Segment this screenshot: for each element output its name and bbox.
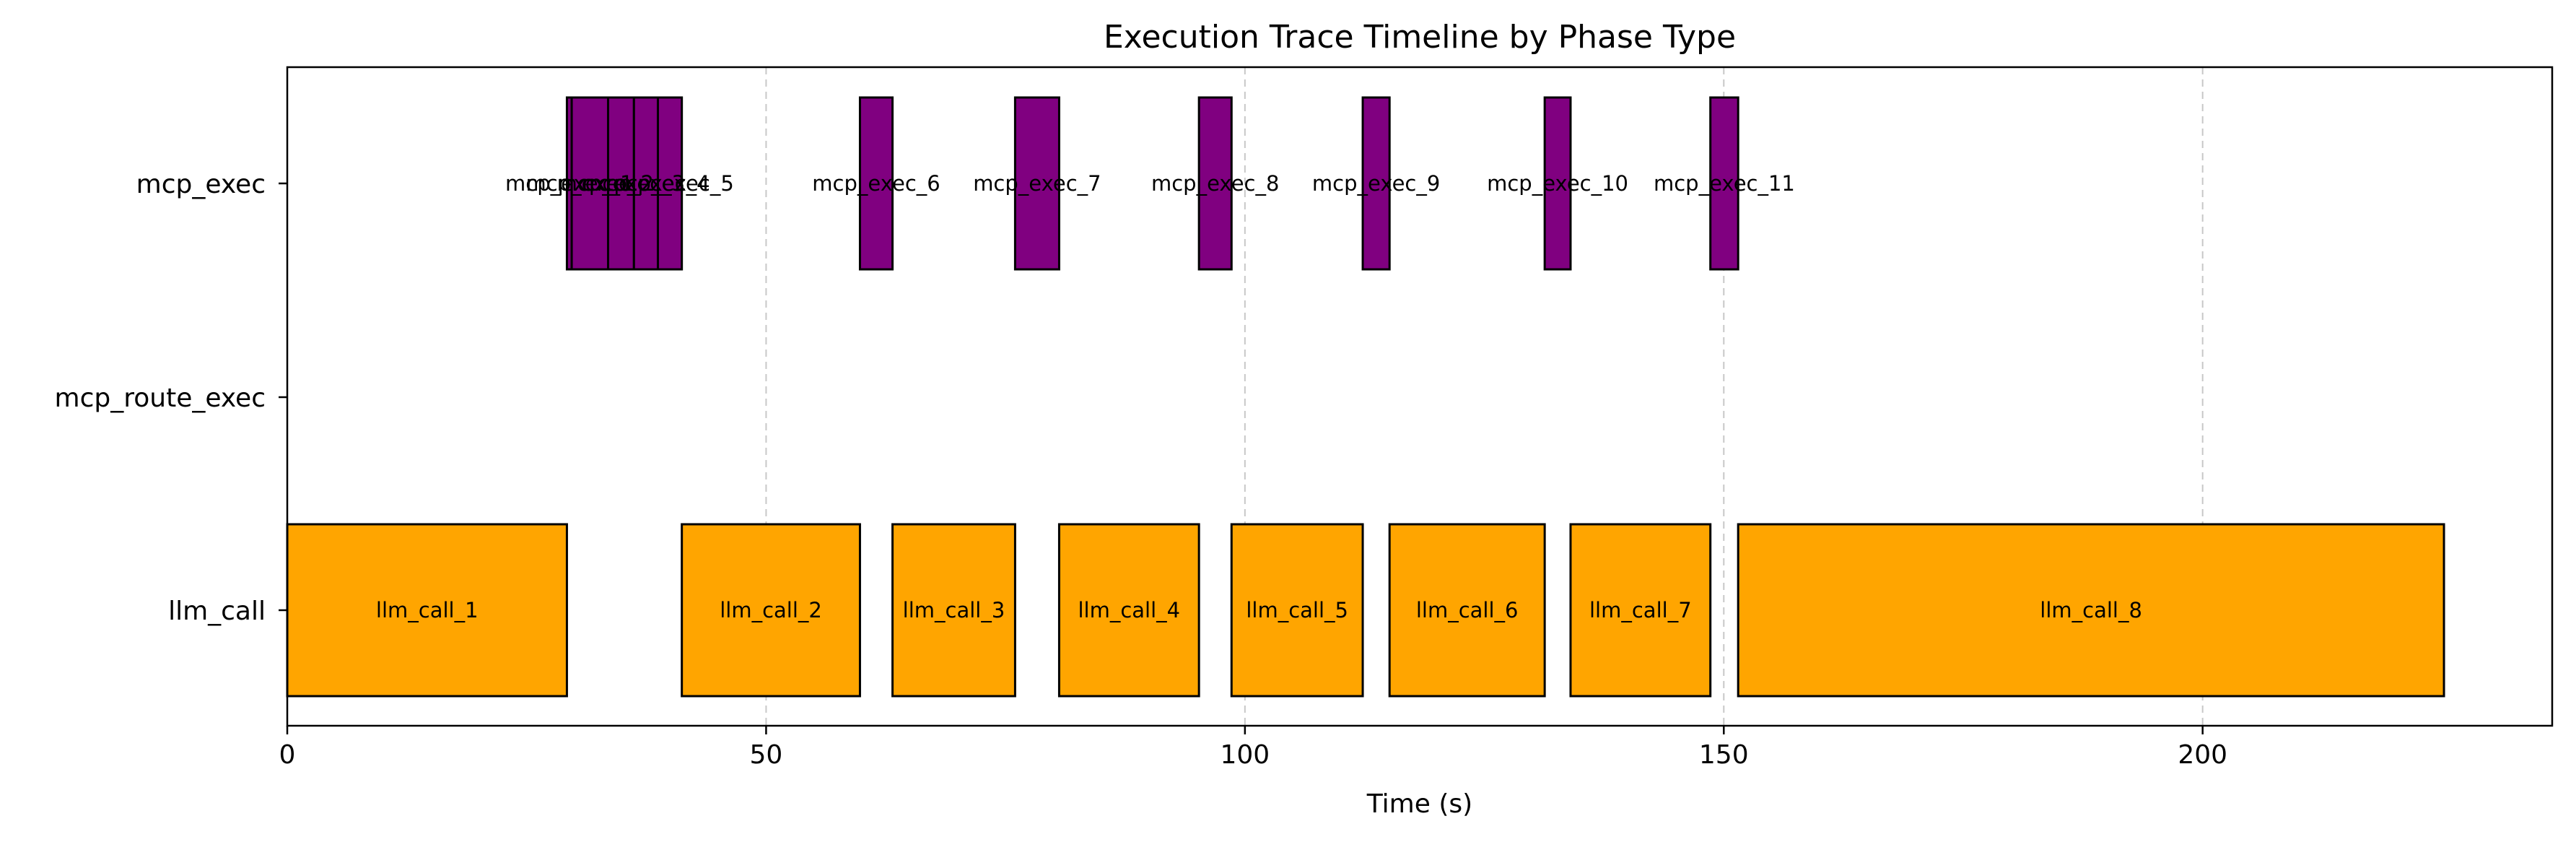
- bar-mcp_exec_10: [1543, 96, 1572, 271]
- bar-label-llm_call_1: llm_call_1: [376, 598, 479, 622]
- bar-mcp_exec_7: [1013, 96, 1060, 271]
- chart-title: Execution Trace Timeline by Phase Type: [1104, 19, 1736, 56]
- bar-label-llm_call_7: llm_call_7: [1589, 598, 1692, 622]
- bar-label-llm_call_8: llm_call_8: [2040, 598, 2142, 622]
- x-axis-ticks: 0 50 100 150 200: [279, 726, 2227, 770]
- y-tick-label: mcp_exec: [136, 170, 266, 199]
- y-tick-label: llm_call: [168, 596, 266, 626]
- bar-llm_call_4: [1057, 523, 1200, 698]
- bars: [286, 96, 2445, 698]
- x-tick-label: 150: [1699, 740, 1749, 770]
- bar-mcp_exec_6: [858, 96, 894, 271]
- x-tick-label: 0: [279, 740, 296, 770]
- bar-mcp_exec_9: [1361, 96, 1391, 271]
- bar-llm_call_7: [1569, 523, 1712, 698]
- bar-llm_call_6: [1388, 523, 1546, 698]
- bar-label-llm_call_4: llm_call_4: [1078, 598, 1180, 622]
- bar-label-mcp_exec_7: mcp_exec_7: [973, 171, 1101, 196]
- bar-llm_call_2: [681, 523, 861, 698]
- bar-label-mcp_exec_4: mcp_exec_4: [582, 171, 710, 196]
- bar-label-llm_call_5: llm_call_5: [1246, 598, 1348, 622]
- x-tick-label: 200: [2178, 740, 2227, 770]
- bar-label-mcp_exec_1: mcp_exec_1: [505, 171, 633, 196]
- bar-label-llm_call_3: llm_call_3: [903, 598, 1005, 622]
- bar-mcp_exec_3: [606, 96, 635, 271]
- bar-llm_call_8: [1737, 523, 2445, 698]
- bar-label-mcp_exec_3: mcp_exec_3: [557, 171, 685, 196]
- bar-mcp_exec_11: [1709, 96, 1739, 271]
- bar-mcp_exec_2: [570, 96, 609, 271]
- bar-label-mcp_exec_8: mcp_exec_8: [1151, 171, 1279, 196]
- bar-label-mcp_exec_2: mcp_exec_2: [526, 171, 654, 196]
- bar-llm_call_5: [1230, 523, 1364, 698]
- bar-label-mcp_exec_6: mcp_exec_6: [812, 171, 940, 196]
- bar-llm_call_1: [286, 523, 568, 698]
- bar-labels: llm_call_1 llm_call_2 llm_call_3 llm_call_4…: [376, 171, 2142, 622]
- bar-label-llm_call_2: llm_call_2: [720, 598, 822, 622]
- bar-mcp_exec_5: [656, 96, 684, 271]
- x-tick-label: 100: [1220, 740, 1270, 770]
- x-tick-label: 50: [750, 740, 783, 770]
- bar-label-mcp_exec_5: mcp_exec_5: [606, 171, 733, 196]
- bar-label-llm_call_6: llm_call_6: [1416, 598, 1519, 622]
- bar-mcp_exec_8: [1197, 96, 1233, 271]
- bar-label-mcp_exec_11: mcp_exec_11: [1654, 171, 1795, 196]
- x-axis-label: Time (s): [1366, 789, 1472, 819]
- y-axis-ticks: llm_call mcp_route_exec mcp_exec: [55, 170, 287, 626]
- bar-llm_call_3: [891, 523, 1016, 698]
- bar-label-mcp_exec_10: mcp_exec_10: [1487, 171, 1628, 196]
- y-tick-label: mcp_route_exec: [55, 383, 266, 413]
- bar-mcp_exec_4: [632, 96, 659, 271]
- bar-label-mcp_exec_9: mcp_exec_9: [1312, 171, 1440, 196]
